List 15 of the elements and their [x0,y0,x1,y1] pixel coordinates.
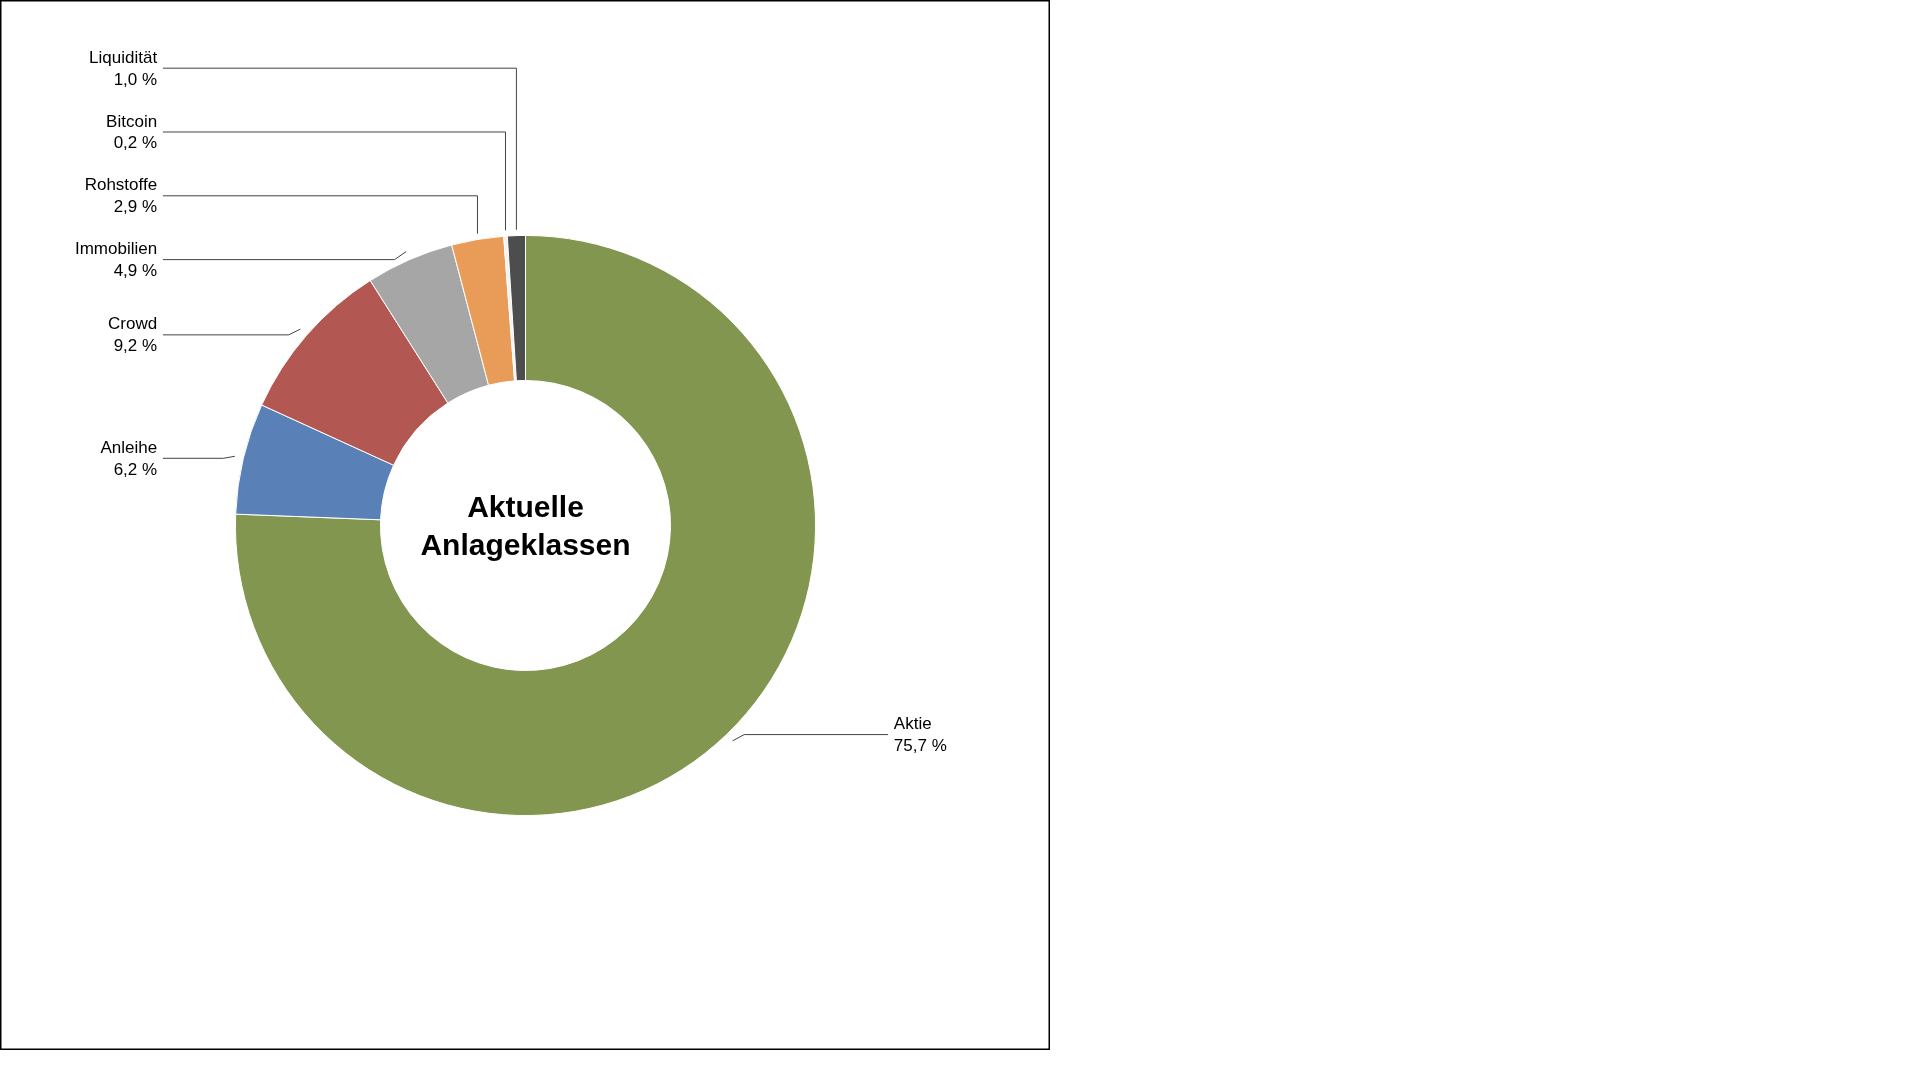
slice-label: Bitcoin [106,111,158,131]
data-label: 75,7 % [893,736,947,756]
data-label: 4,9 % [113,261,158,281]
data-label: 2,9 % [113,197,158,217]
slice-label: Aktie [893,714,932,734]
slice-label: Rohstoffe [84,175,158,195]
data-label: 9,2 % [113,336,158,356]
data-label: 0,2 % [113,133,158,153]
text: Aktuelle Anlageklassen [420,490,631,561]
slice-label: Immobilien [74,239,158,259]
data-label: 6,2 % [113,459,158,479]
slice-label: Liquidität [89,47,158,67]
slice-label: Crowd [108,314,158,334]
slice-label: Anleihe [100,437,158,457]
data-label: 1,0 % [113,69,158,89]
